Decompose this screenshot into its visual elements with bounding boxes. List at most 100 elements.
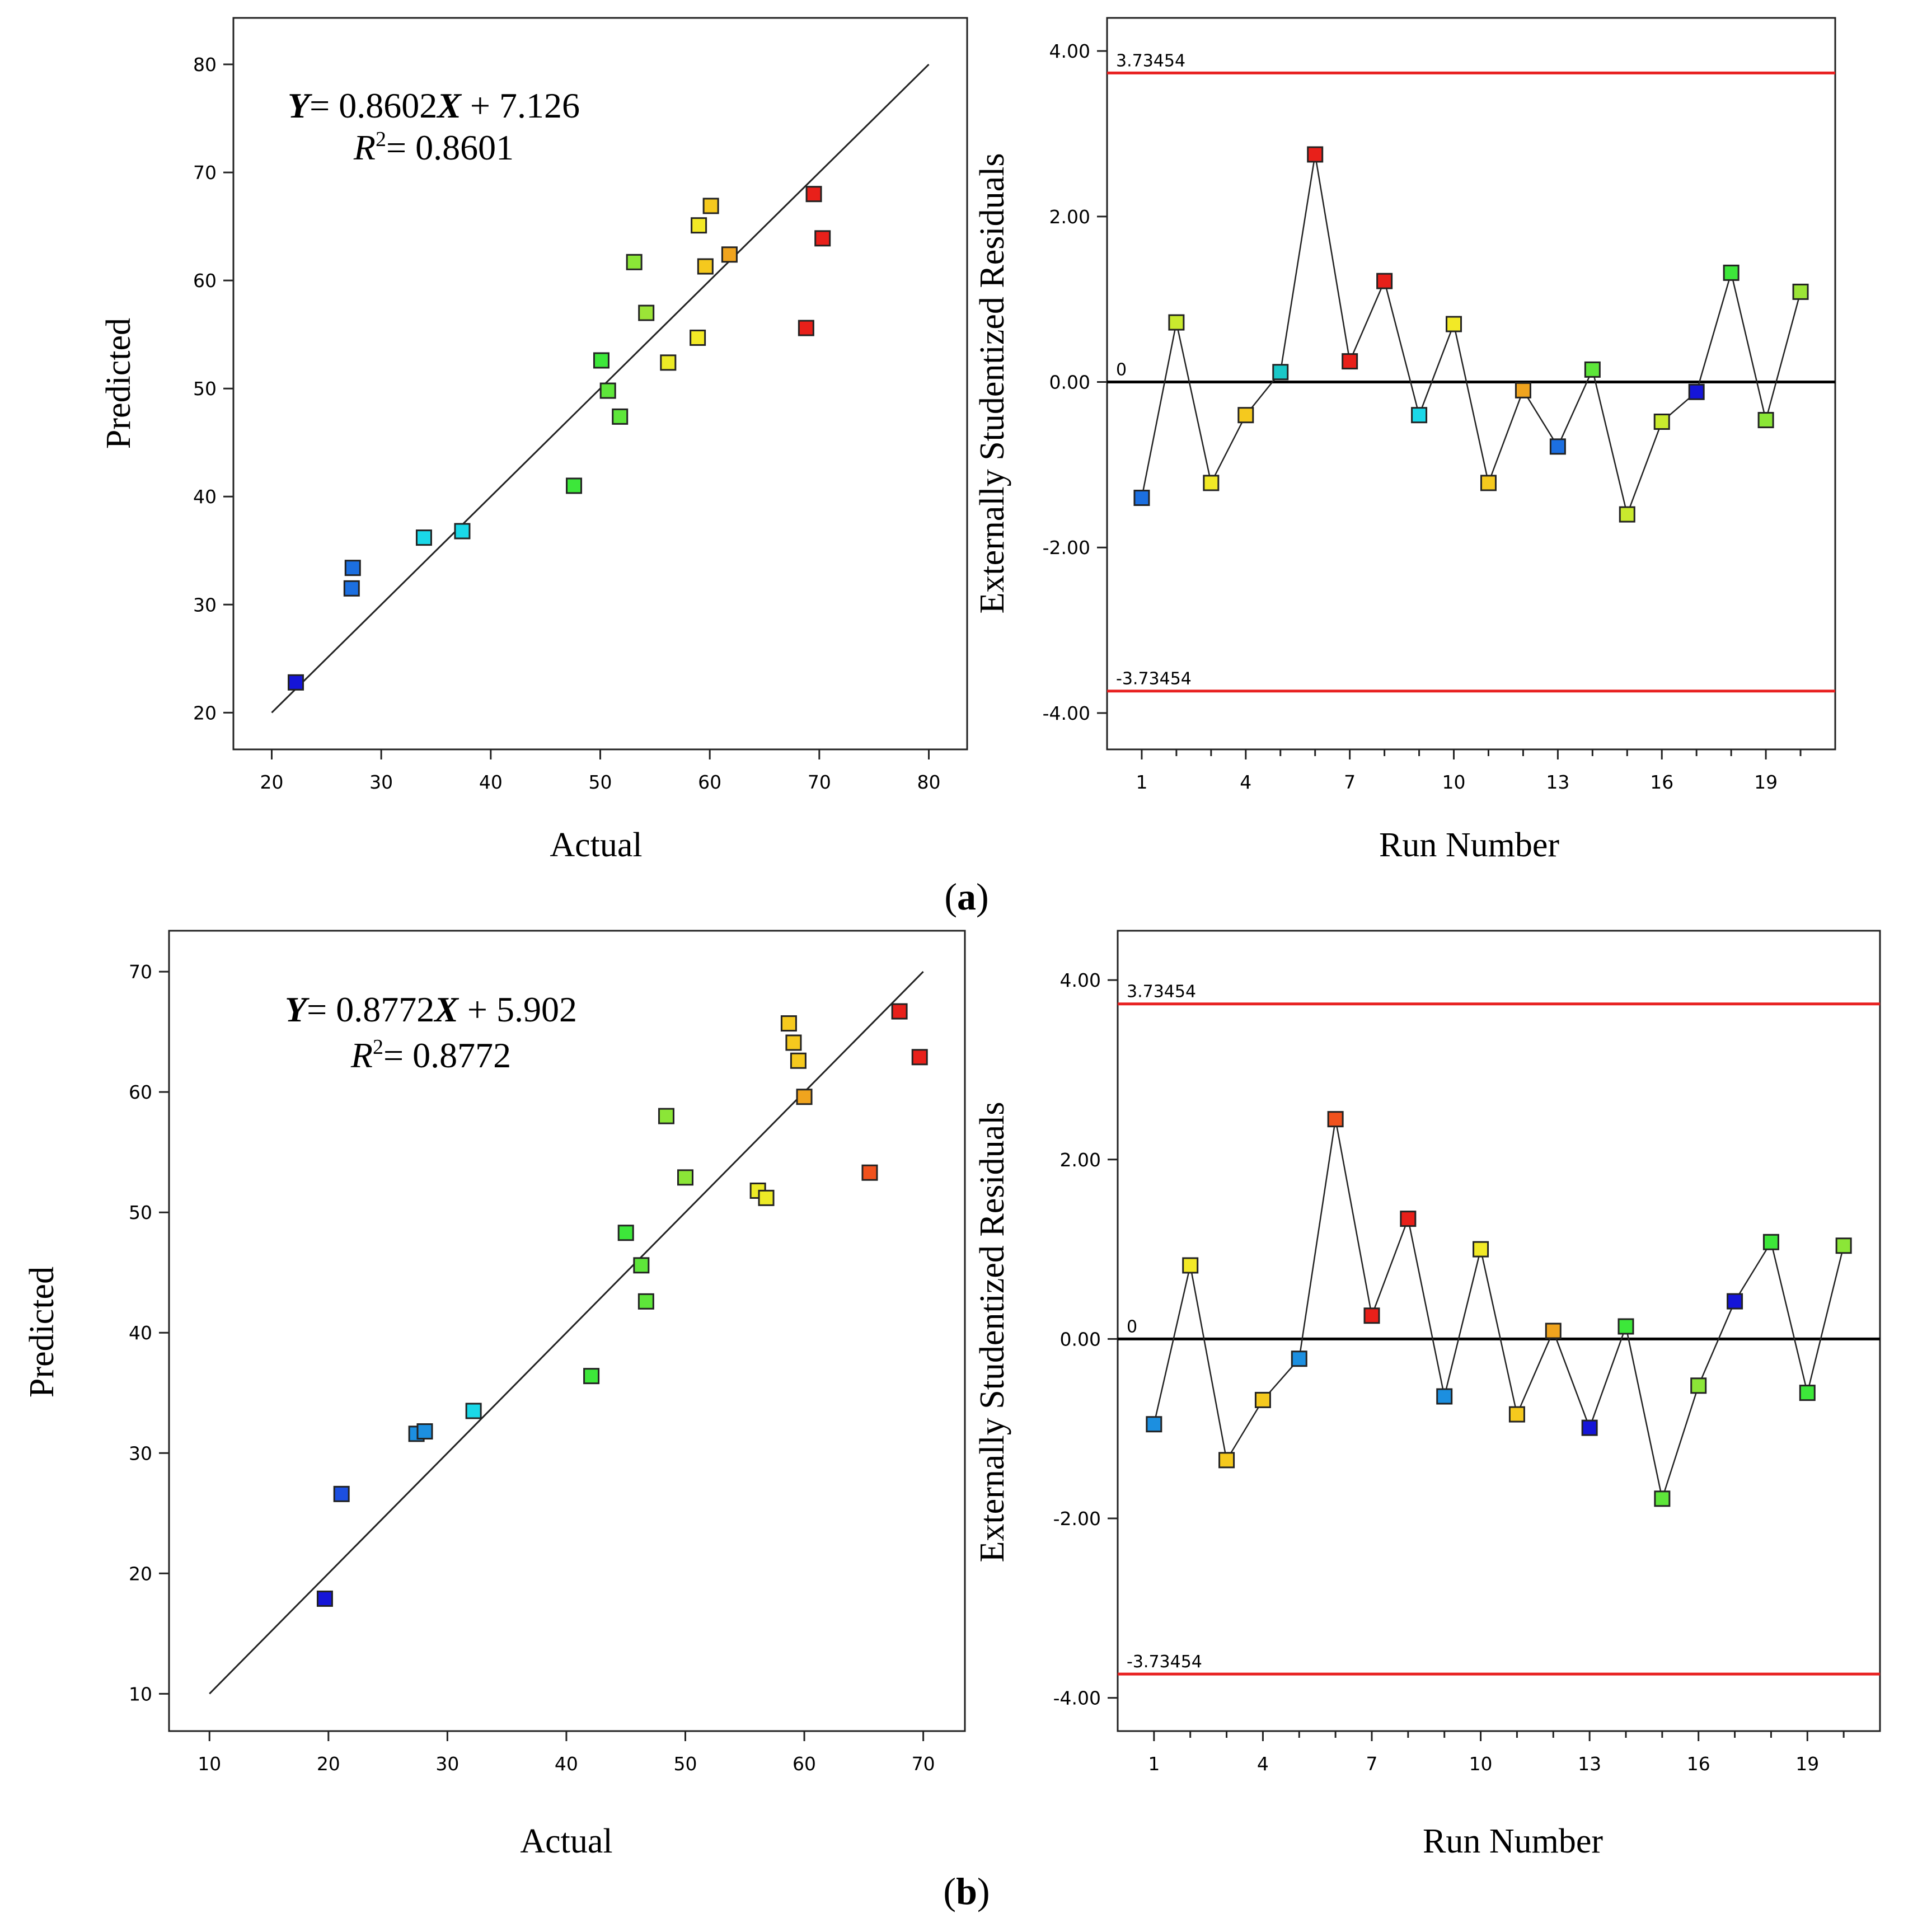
residual-point: [1400, 1211, 1417, 1227]
y-tick-label: 0.00: [1049, 372, 1090, 393]
data-point: [861, 1164, 878, 1181]
x-tick-label: 1: [1148, 1753, 1160, 1775]
upper-limit-label: 3.73454: [1127, 982, 1196, 1002]
x-tick-label: 20: [260, 771, 283, 793]
equation-x-symbol: X: [433, 990, 459, 1029]
data-point: [593, 352, 609, 369]
x-tick-label: 50: [589, 771, 612, 793]
equation-slope: = 0.8772: [307, 990, 434, 1029]
r-squared: R2= 0.8601: [353, 128, 514, 167]
x-axis-label: Run Number: [1423, 1822, 1603, 1860]
panel-a-predicted-vs-actual: 20 30 40 50 60 70 80 20 30 40 50 60 70 80 Actual Predic…: [100, 17, 968, 864]
panel-a-residuals-vs-run: 1 4 7 10 13 16 19 4.00 2.00 0.00 -2.00 -4.00 Run Num…: [973, 17, 1836, 864]
x-tick-label: 1: [1136, 771, 1147, 793]
r-symbol: R: [353, 128, 376, 167]
residual-point: [1133, 490, 1150, 507]
y-tick-label: 10: [129, 1683, 152, 1705]
residual-point: [1146, 1416, 1162, 1433]
x-tick-label: 80: [917, 771, 941, 793]
x-tick-label: 19: [1795, 1753, 1819, 1775]
r-symbol: R: [350, 1035, 373, 1075]
data-point: [633, 1257, 650, 1274]
x-tick-label: 16: [1650, 771, 1673, 793]
data-point: [780, 1015, 797, 1032]
residual-point: [1619, 506, 1635, 523]
x-tick-label: 7: [1344, 771, 1356, 793]
residual-point: [1617, 1318, 1634, 1335]
data-point: [891, 1003, 908, 1020]
panel-b-predicted-vs-actual: 10 20 30 40 50 60 70 10 20 30 40 50 60 70 Actual Predic…: [23, 930, 966, 1860]
x-tick-label: 4: [1257, 1753, 1269, 1775]
y-tick-label: 60: [193, 270, 217, 292]
residual-point: [1835, 1237, 1852, 1254]
x-axis-label: Run Number: [1379, 826, 1559, 864]
y-axis-label: Predicted: [23, 1267, 61, 1398]
lower-limit-label: -3.73454: [1116, 669, 1192, 689]
y-tick-label: 2.00: [1060, 1149, 1101, 1171]
data-point: [626, 254, 643, 270]
x-tick-label: 40: [555, 1753, 578, 1775]
r-squared: R2= 0.8772: [350, 1035, 511, 1075]
residual-point: [1254, 1391, 1271, 1408]
residual-point: [1727, 1293, 1743, 1310]
y-tick-label: 30: [129, 1442, 152, 1464]
regression-equation: Y= 0.8772X + 5.902: [285, 990, 577, 1029]
residual-point: [1688, 383, 1705, 400]
residual-point: [1515, 382, 1531, 398]
data-point: [691, 217, 707, 234]
x-tick-label: 7: [1366, 1753, 1378, 1775]
x-axis-label: Actual: [520, 1822, 612, 1860]
data-point: [583, 1368, 600, 1385]
data-point: [333, 1485, 350, 1502]
residual-point: [1792, 283, 1809, 300]
y-tick-label: 70: [193, 162, 217, 184]
plot-frame: [1106, 17, 1836, 751]
data-point: [677, 1169, 693, 1186]
residual-point: [1581, 1419, 1598, 1436]
residual-point: [1203, 475, 1220, 491]
residual-point: [1549, 438, 1566, 455]
data-point: [702, 198, 719, 214]
data-point: [637, 1293, 654, 1310]
x-tick-label: 60: [793, 1753, 816, 1775]
panel-label-a: (a): [944, 875, 988, 918]
residual-point: [1272, 364, 1289, 381]
y-tick-label: 50: [129, 1202, 152, 1223]
panel-label-b-letter: b: [956, 1870, 977, 1912]
residual-point: [1690, 1377, 1707, 1394]
lower-limit-label: -3.73454: [1127, 1652, 1202, 1672]
x-tick-label: 13: [1546, 771, 1569, 793]
equation-intercept: + 5.902: [458, 990, 577, 1029]
data-point: [638, 304, 655, 321]
panel-label-b: (b): [943, 1870, 990, 1912]
x-tick-label: 4: [1240, 771, 1251, 793]
y-tick-label: 70: [129, 961, 152, 983]
y-tick-label: 80: [193, 54, 217, 76]
residual-point: [1182, 1257, 1199, 1274]
equation-y-symbol: Y: [285, 990, 310, 1029]
data-point: [805, 186, 822, 203]
x-tick-label: 19: [1754, 771, 1778, 793]
data-point: [612, 408, 629, 425]
residual-point: [1307, 146, 1324, 163]
residual-point: [1723, 264, 1740, 281]
y-tick-label: 30: [193, 594, 217, 616]
x-tick-label: 16: [1687, 1753, 1710, 1775]
fit-line: [209, 971, 924, 1695]
data-point: [790, 1052, 807, 1069]
y-axis-label: Externally Studentized Residuals: [973, 153, 1011, 613]
y-axis-label: Externally Studentized Residuals: [973, 1101, 1011, 1562]
data-point: [316, 1590, 333, 1607]
residual-point: [1480, 475, 1497, 491]
zero-line-label: 0: [1116, 360, 1127, 380]
upper-limit-label: 3.73454: [1116, 51, 1185, 71]
data-point: [566, 477, 583, 494]
data-point: [465, 1403, 482, 1419]
data-point: [690, 329, 706, 346]
equation-y-symbol: Y: [288, 86, 312, 125]
residual-point: [1473, 1241, 1489, 1258]
panel-label-a-close: ): [976, 875, 989, 918]
residual-point: [1757, 412, 1774, 429]
y-axis-label: Predicted: [100, 318, 138, 449]
